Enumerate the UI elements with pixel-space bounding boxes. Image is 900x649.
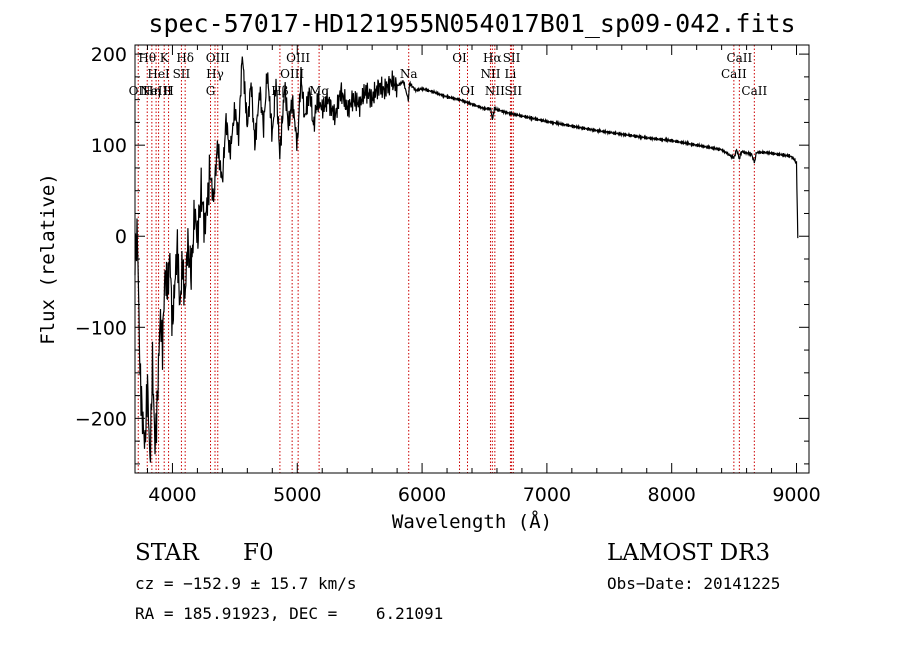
survey-name: LAMOST DR3 <box>607 540 770 566</box>
y-tick-label: −200 <box>75 408 127 430</box>
x-tick-label: 6000 <box>398 484 446 506</box>
line-label-27: CaII <box>741 84 767 98</box>
line-label-19: NII <box>480 67 500 81</box>
line-label-4: HeI <box>147 67 170 81</box>
y-axis-label: Flux (relative) <box>37 173 59 345</box>
object-class: STAR <box>135 540 199 566</box>
line-label-6: H <box>163 84 173 98</box>
line-label-16: Na <box>400 67 418 81</box>
line-label-21: NII <box>485 84 505 98</box>
line-label-25: CaII <box>721 67 747 81</box>
line-label-5: K <box>160 51 170 65</box>
spectrum-series-line <box>134 56 799 463</box>
line-label-1: Hθ <box>138 51 156 65</box>
line-label-18: OI <box>460 84 475 98</box>
coordinates: RA = 185.91923, DEC = 6.21091 <box>135 604 443 623</box>
y-tick-label: 0 <box>115 226 127 248</box>
redshift-cz: cz = −152.9 ± 15.7 km/s <box>135 574 357 593</box>
x-tick-label: 4000 <box>148 484 196 506</box>
x-axis: 4000 5000 6000 7000 8000 9000 <box>146 45 821 506</box>
line-label-9: G <box>206 84 216 98</box>
line-label-14: OIII <box>286 51 310 65</box>
spectral-line-labels: OIIHθHηNeIIIHeIKHSIIHδGHγOIIIHβOIIIOIIIM… <box>129 51 768 98</box>
y-axis: −200 −100 0 100 200 <box>75 44 809 465</box>
x-tick-label: 9000 <box>772 484 820 506</box>
line-label-24: Li <box>505 67 517 81</box>
line-label-7: SII <box>173 67 191 81</box>
line-label-26: CaII <box>726 51 752 65</box>
spectral-line-markers <box>137 45 755 473</box>
line-label-22: SII <box>503 51 521 65</box>
line-label-17: OI <box>452 51 467 65</box>
line-label-2: Hη <box>143 84 161 98</box>
line-label-10: Hγ <box>206 67 224 81</box>
line-label-20: Hα <box>483 51 502 65</box>
line-label-23: SII <box>504 84 522 98</box>
x-axis-label: Wavelength (Å) <box>392 510 552 533</box>
x-tick-label: 8000 <box>648 484 696 506</box>
x-tick-label: 5000 <box>273 484 321 506</box>
subclass: F0 <box>243 540 274 566</box>
line-label-13: OIII <box>280 67 304 81</box>
x-tick-label: 7000 <box>523 484 571 506</box>
line-label-11: OIII <box>206 51 230 65</box>
obs-date: Obs−Date: 20141225 <box>607 574 780 593</box>
y-tick-label: 200 <box>91 44 127 66</box>
y-tick-label: 100 <box>91 135 127 157</box>
line-label-0: OII <box>129 84 149 98</box>
chart-title: spec-57017-HD121955N054017B01_sp09-042.f… <box>148 9 795 38</box>
line-label-8: Hδ <box>176 51 194 65</box>
line-label-3: NeIII <box>140 84 172 98</box>
y-tick-label: −100 <box>75 317 127 339</box>
